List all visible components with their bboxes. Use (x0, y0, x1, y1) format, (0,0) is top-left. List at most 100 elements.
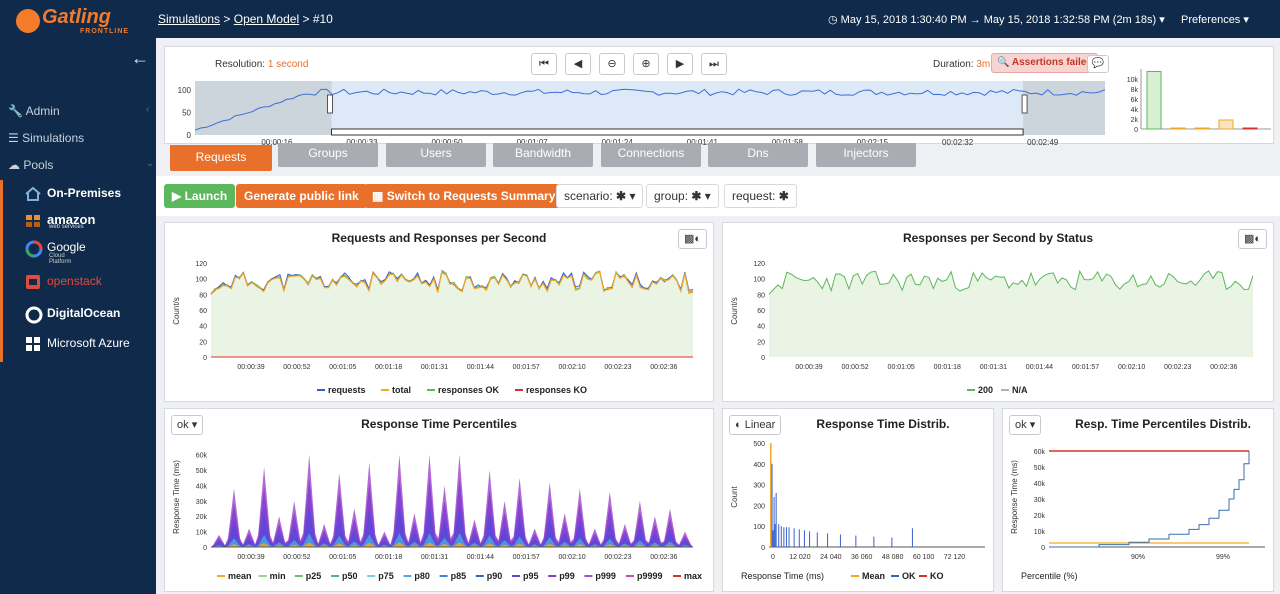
p95-area (211, 533, 693, 547)
provider-digitalocean[interactable]: DigitalOcean (25, 306, 120, 324)
y-tick: 80 (199, 292, 207, 299)
legend-label: mean (228, 571, 252, 581)
panel-title: Response Time Distrib. (816, 417, 950, 431)
y-axis-label: Count/s (172, 297, 181, 325)
tab-users[interactable]: Users (386, 143, 486, 167)
tab-injectors[interactable]: Injectors (816, 143, 916, 167)
pool-providers: On-Premises amazon web services Google C… (0, 180, 156, 362)
y-tick: 60k (1034, 449, 1046, 456)
legend-label: p999 (595, 571, 616, 581)
switch-summary-button[interactable]: ▦ Switch to Requests Summary (364, 184, 564, 208)
y-tick: 0 (1041, 545, 1045, 552)
tab-connections[interactable]: Connections (601, 143, 701, 167)
next-button[interactable]: ▶ (667, 53, 693, 75)
time-x-tick: 00:02:36 (650, 364, 677, 371)
sidebar-item-admin[interactable]: 🔧 Admin ‹ (8, 104, 149, 118)
y-tick: 200 (753, 503, 765, 510)
hist-bar (1146, 71, 1162, 130)
provider-on-premises[interactable]: On-Premises (25, 186, 121, 202)
previous-button[interactable]: ◀ (565, 53, 591, 75)
provider-azure[interactable]: Microsoft Azure (25, 336, 130, 352)
sidebar-item-pools[interactable]: ☁ Pools ⌄ (8, 158, 154, 172)
y-tick: 60 (199, 308, 207, 315)
preferences-label: Preferences (1181, 14, 1241, 26)
timeline-x-tick: 00:01:41 (687, 138, 719, 145)
y-tick: 40 (757, 324, 765, 331)
y-tick: 400 (753, 462, 765, 469)
provider-google[interactable]: Google Cloud Platform (25, 240, 86, 265)
assertions-failed-button[interactable]: 🔍 Assertions failed (991, 53, 1099, 73)
y-tick: 20k (1034, 513, 1046, 520)
top-bar: Gatling FRONTLINE Simulations > Open Mod… (0, 0, 1280, 38)
scenario-select[interactable]: scenario: ✱ ▾ (556, 184, 644, 208)
hist-y-tick: 0 (1134, 127, 1138, 134)
launch-button[interactable]: ▶ Launch (164, 184, 236, 208)
x-axis-label: Response Time (ms) (741, 571, 824, 581)
time-x-tick: 00:01:31 (421, 364, 448, 371)
toolbar: ▶ Launch Generate public link ▦ Switch t… (156, 176, 1280, 216)
time-x-tick: 00:01:57 (1072, 364, 1099, 371)
distrib-chart: 500 400 300 200 100 0 Count 0 12 020 24 040 36 060… (730, 441, 985, 581)
x-tick: 90% (1131, 554, 1145, 561)
date-range-picker[interactable]: ◷ May 15, 2018 1:30:40 PM → May 15, 2018… (828, 13, 1165, 26)
sidebar-item-simulations[interactable]: ☰ Simulations (8, 131, 84, 145)
duration-label: Duration: (933, 59, 974, 70)
y-tick: 500 (753, 441, 765, 448)
sidebar-item-label: Simulations (22, 131, 85, 145)
legend-label: p99 (559, 571, 575, 581)
y-axis-label: Response Time (ms) (1010, 460, 1019, 534)
ok-select[interactable]: ok ▾ (171, 415, 204, 435)
legend-label: p75 (378, 571, 394, 581)
panel-title: Resp. Time Percentiles Distrib. (1075, 417, 1251, 431)
hist-bar (1170, 127, 1186, 130)
request-select[interactable]: request: ✱ (724, 184, 797, 208)
provider-amazon[interactable]: amazon web services (25, 212, 96, 230)
time-x-tick: 00:01:44 (1026, 364, 1053, 371)
group-select[interactable]: group: ✱ ▾ (646, 184, 719, 208)
date-range-text: May 15, 2018 1:30:40 PM → May 15, 2018 1… (840, 14, 1157, 26)
preferences-menu[interactable]: Preferences ▾ (1181, 13, 1249, 26)
tab-bandwidth[interactable]: Bandwidth (493, 143, 593, 167)
tab-groups[interactable]: Groups (278, 143, 378, 167)
breadcrumb-model[interactable]: Open Model (233, 12, 300, 26)
sidebar-item-label: Admin (25, 104, 60, 118)
zoom-in-icon[interactable]: ⊕ (633, 53, 659, 75)
gatling-logo[interactable]: Gatling FRONTLINE (11, 4, 128, 38)
time-x-tick: 00:01:44 (467, 364, 494, 371)
time-x-tick: 00:02:36 (650, 554, 677, 561)
tab-requests[interactable]: Requests (170, 145, 272, 171)
last-page-button[interactable]: ⏭ (701, 53, 727, 75)
first-page-button[interactable]: ⏮ (531, 53, 557, 75)
provider-openstack[interactable]: openstack (25, 274, 102, 290)
linear-toggle[interactable]: ◐ Linear (729, 415, 782, 435)
time-x-tick: 00:01:57 (513, 554, 540, 561)
logo-subtext: FRONTLINE (80, 28, 130, 35)
provider-label: amazon (47, 212, 96, 227)
response-time-percentiles-panel: Response Time Percentiles ok ▾ 60k 50k 40k… (164, 408, 714, 592)
chart-type-toggle[interactable]: ▩◐ (677, 229, 707, 249)
timeline-x-tick: 00:00:33 (346, 138, 378, 145)
timeline-x-tick: 00:01:24 (602, 138, 634, 145)
y-tick: 80 (757, 292, 765, 299)
breadcrumb-simulations[interactable]: Simulations (158, 12, 221, 26)
timeline-x-tick: 00:00:50 (431, 138, 463, 145)
generate-public-link-button[interactable]: Generate public link (236, 184, 367, 208)
chart-type-toggle[interactable]: ▩◐ (1237, 229, 1267, 249)
tab-dns[interactable]: Dns (708, 143, 808, 167)
launch-label: Launch (184, 189, 228, 203)
y-tick: 300 (753, 483, 765, 490)
resolution-value[interactable]: 1 second (267, 59, 309, 70)
time-x-tick: 00:01:05 (888, 364, 915, 371)
timeline-chart[interactable]: 100 50 0 00:00:16 00:00:33 00:00:50 00:01:07 00… (165, 75, 1115, 145)
timeline-x-tick: 00:01:58 (772, 138, 804, 145)
zoom-out-icon[interactable]: ⊖ (599, 53, 625, 75)
p99-area (211, 505, 693, 547)
panel-title: Response Time Percentiles (361, 417, 517, 431)
arrow-left-icon[interactable]: ← (131, 48, 149, 68)
ok-select[interactable]: ok ▾ (1009, 415, 1042, 435)
comment-icon[interactable]: 💬 (1087, 55, 1109, 73)
timeline-handle-right (1021, 94, 1028, 114)
time-x-tick: 00:00:52 (283, 364, 310, 371)
panel-title: Requests and Responses per Second (331, 231, 547, 245)
sidebar: ← 🔧 Admin ‹ ☰ Simulations ☁ Pools ⌄ On-P… (0, 38, 156, 594)
